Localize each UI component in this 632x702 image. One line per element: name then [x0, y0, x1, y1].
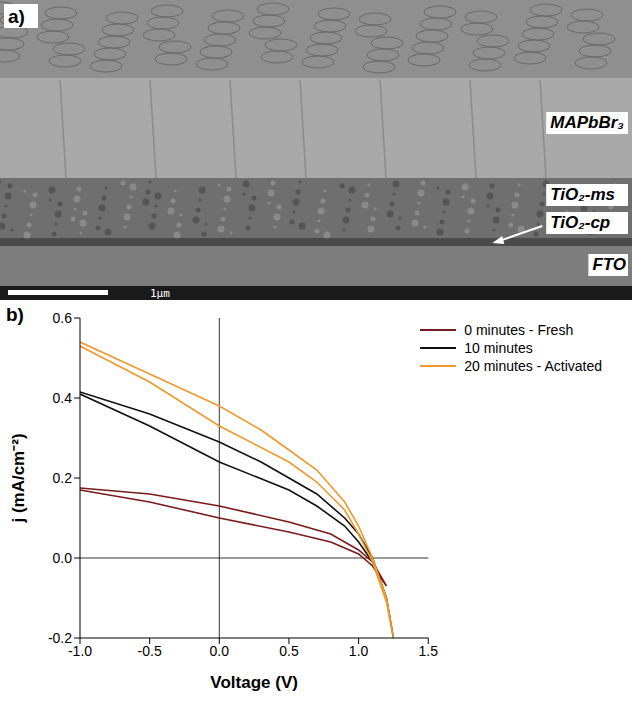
html-text:0 minutes - Fresh: 0 minutes - Fresh: [464, 322, 574, 338]
svg-text:j (mA/cm⁻²): j (mA/cm⁻²): [9, 433, 28, 523]
svg-text:MAPbBr₃: MAPbBr₃: [550, 113, 624, 132]
svg-text:-1.0: -1.0: [67, 642, 93, 659]
svg-text:0.6: 0.6: [53, 310, 73, 326]
svg-text:0.0: 0.0: [210, 643, 230, 659]
svg-text:-0.2: -0.2: [48, 630, 72, 646]
svg-text:1.0: 1.0: [349, 643, 369, 659]
svg-text:1.5: 1.5: [419, 643, 439, 659]
svg-text:0.0: 0.0: [53, 550, 73, 566]
svg-text:a): a): [8, 6, 25, 27]
svg-text:0.2: 0.2: [53, 470, 73, 486]
svg-text:-0.5: -0.5: [138, 643, 162, 659]
svg-text:0.4: 0.4: [53, 390, 73, 406]
html-text:20 minutes - Activated: 20 minutes - Activated: [464, 358, 602, 374]
svg-text:TiO₂-cp: TiO₂-cp: [550, 213, 610, 232]
svg-text:1μm: 1μm: [150, 287, 170, 300]
svg-text:TiO₂-ms: TiO₂-ms: [550, 185, 615, 204]
svg-text:Voltage (V): Voltage (V): [210, 673, 298, 692]
html-text:10 minutes: 10 minutes: [464, 340, 533, 356]
html-text:b): b): [6, 304, 24, 325]
svg-text:0.5: 0.5: [279, 643, 299, 659]
svg-text:FTO: FTO: [592, 255, 626, 274]
